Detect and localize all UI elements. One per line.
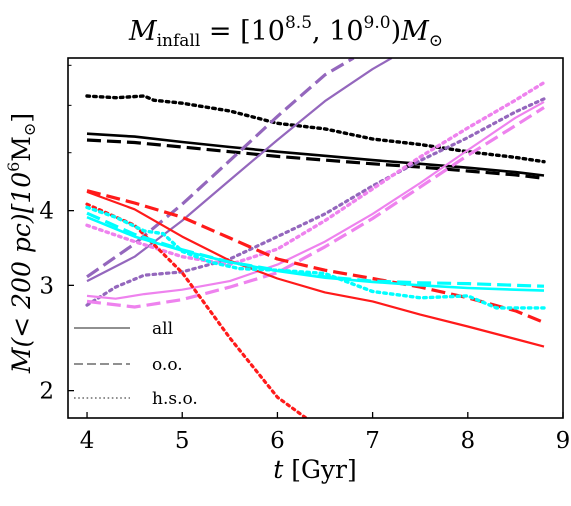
series-line-purple-dotted — [85, 97, 546, 307]
legend-label: h.s.o. — [152, 389, 198, 409]
legend-label: o.o. — [152, 355, 183, 375]
title-symbol: M — [128, 16, 158, 47]
title-unit: M — [400, 16, 430, 47]
x-tick-label: 9 — [556, 428, 571, 454]
x-tick-label: 7 — [365, 428, 380, 454]
title-equals: = [10 — [200, 16, 285, 47]
title-sep: , 10 — [312, 16, 364, 47]
xlabel-var: t — [273, 455, 284, 484]
series-line-violet-dotted — [85, 80, 546, 267]
chart-title: Minfall = [108.5, 109.0)M⊙ — [128, 13, 443, 51]
series-line-violet-solid — [86, 100, 545, 300]
x-tick-label: 6 — [270, 428, 285, 454]
legend: all o.o. h.s.o. — [74, 319, 198, 409]
title-exp2: 9.0 — [364, 13, 391, 33]
y-axis-label: M(< 200 pc)[106M⊙] — [4, 113, 39, 374]
y-tick-label: 3 — [39, 273, 54, 299]
title-unit-sub: ⊙ — [429, 31, 443, 51]
ticks-layer: 4 5 6 7 8 9 2 3 4 — [39, 64, 571, 454]
ylabel-exp: 6 — [4, 162, 23, 172]
x-tick-label: 5 — [175, 428, 190, 454]
y-tick-label: 4 — [39, 199, 54, 225]
ylabel-unit: M — [7, 136, 36, 162]
title-subscript: infall — [157, 31, 201, 51]
xlabel-unit: [Gyr] — [283, 455, 357, 484]
ylabel-unit-sub: ⊙ — [20, 123, 39, 136]
series-line-black-solid — [86, 132, 545, 177]
x-tick-label: 4 — [80, 428, 95, 454]
series-line-purple-dashed — [86, 58, 355, 279]
series-line-violet-dashed — [86, 106, 545, 309]
series-line-cyan-dashed — [86, 211, 545, 288]
series-line-cyan-dotted — [85, 205, 546, 310]
legend-label: all — [152, 319, 173, 339]
y-tick-label: 2 — [39, 379, 54, 405]
ylabel-close: ] — [7, 113, 36, 123]
x-tick-label: 8 — [460, 428, 475, 454]
axes-frame — [67, 57, 564, 419]
title-close: ) — [391, 16, 402, 47]
title-exp1: 8.5 — [285, 13, 312, 33]
series-line-red-solid — [86, 190, 545, 348]
ylabel-main: M(< 200 pc)[10 — [7, 172, 36, 374]
series-line-black-dotted — [85, 94, 546, 164]
series-line-purple-solid — [86, 58, 393, 283]
x-axis-label: t [Gyr] — [273, 455, 357, 484]
series-layer — [85, 58, 546, 418]
